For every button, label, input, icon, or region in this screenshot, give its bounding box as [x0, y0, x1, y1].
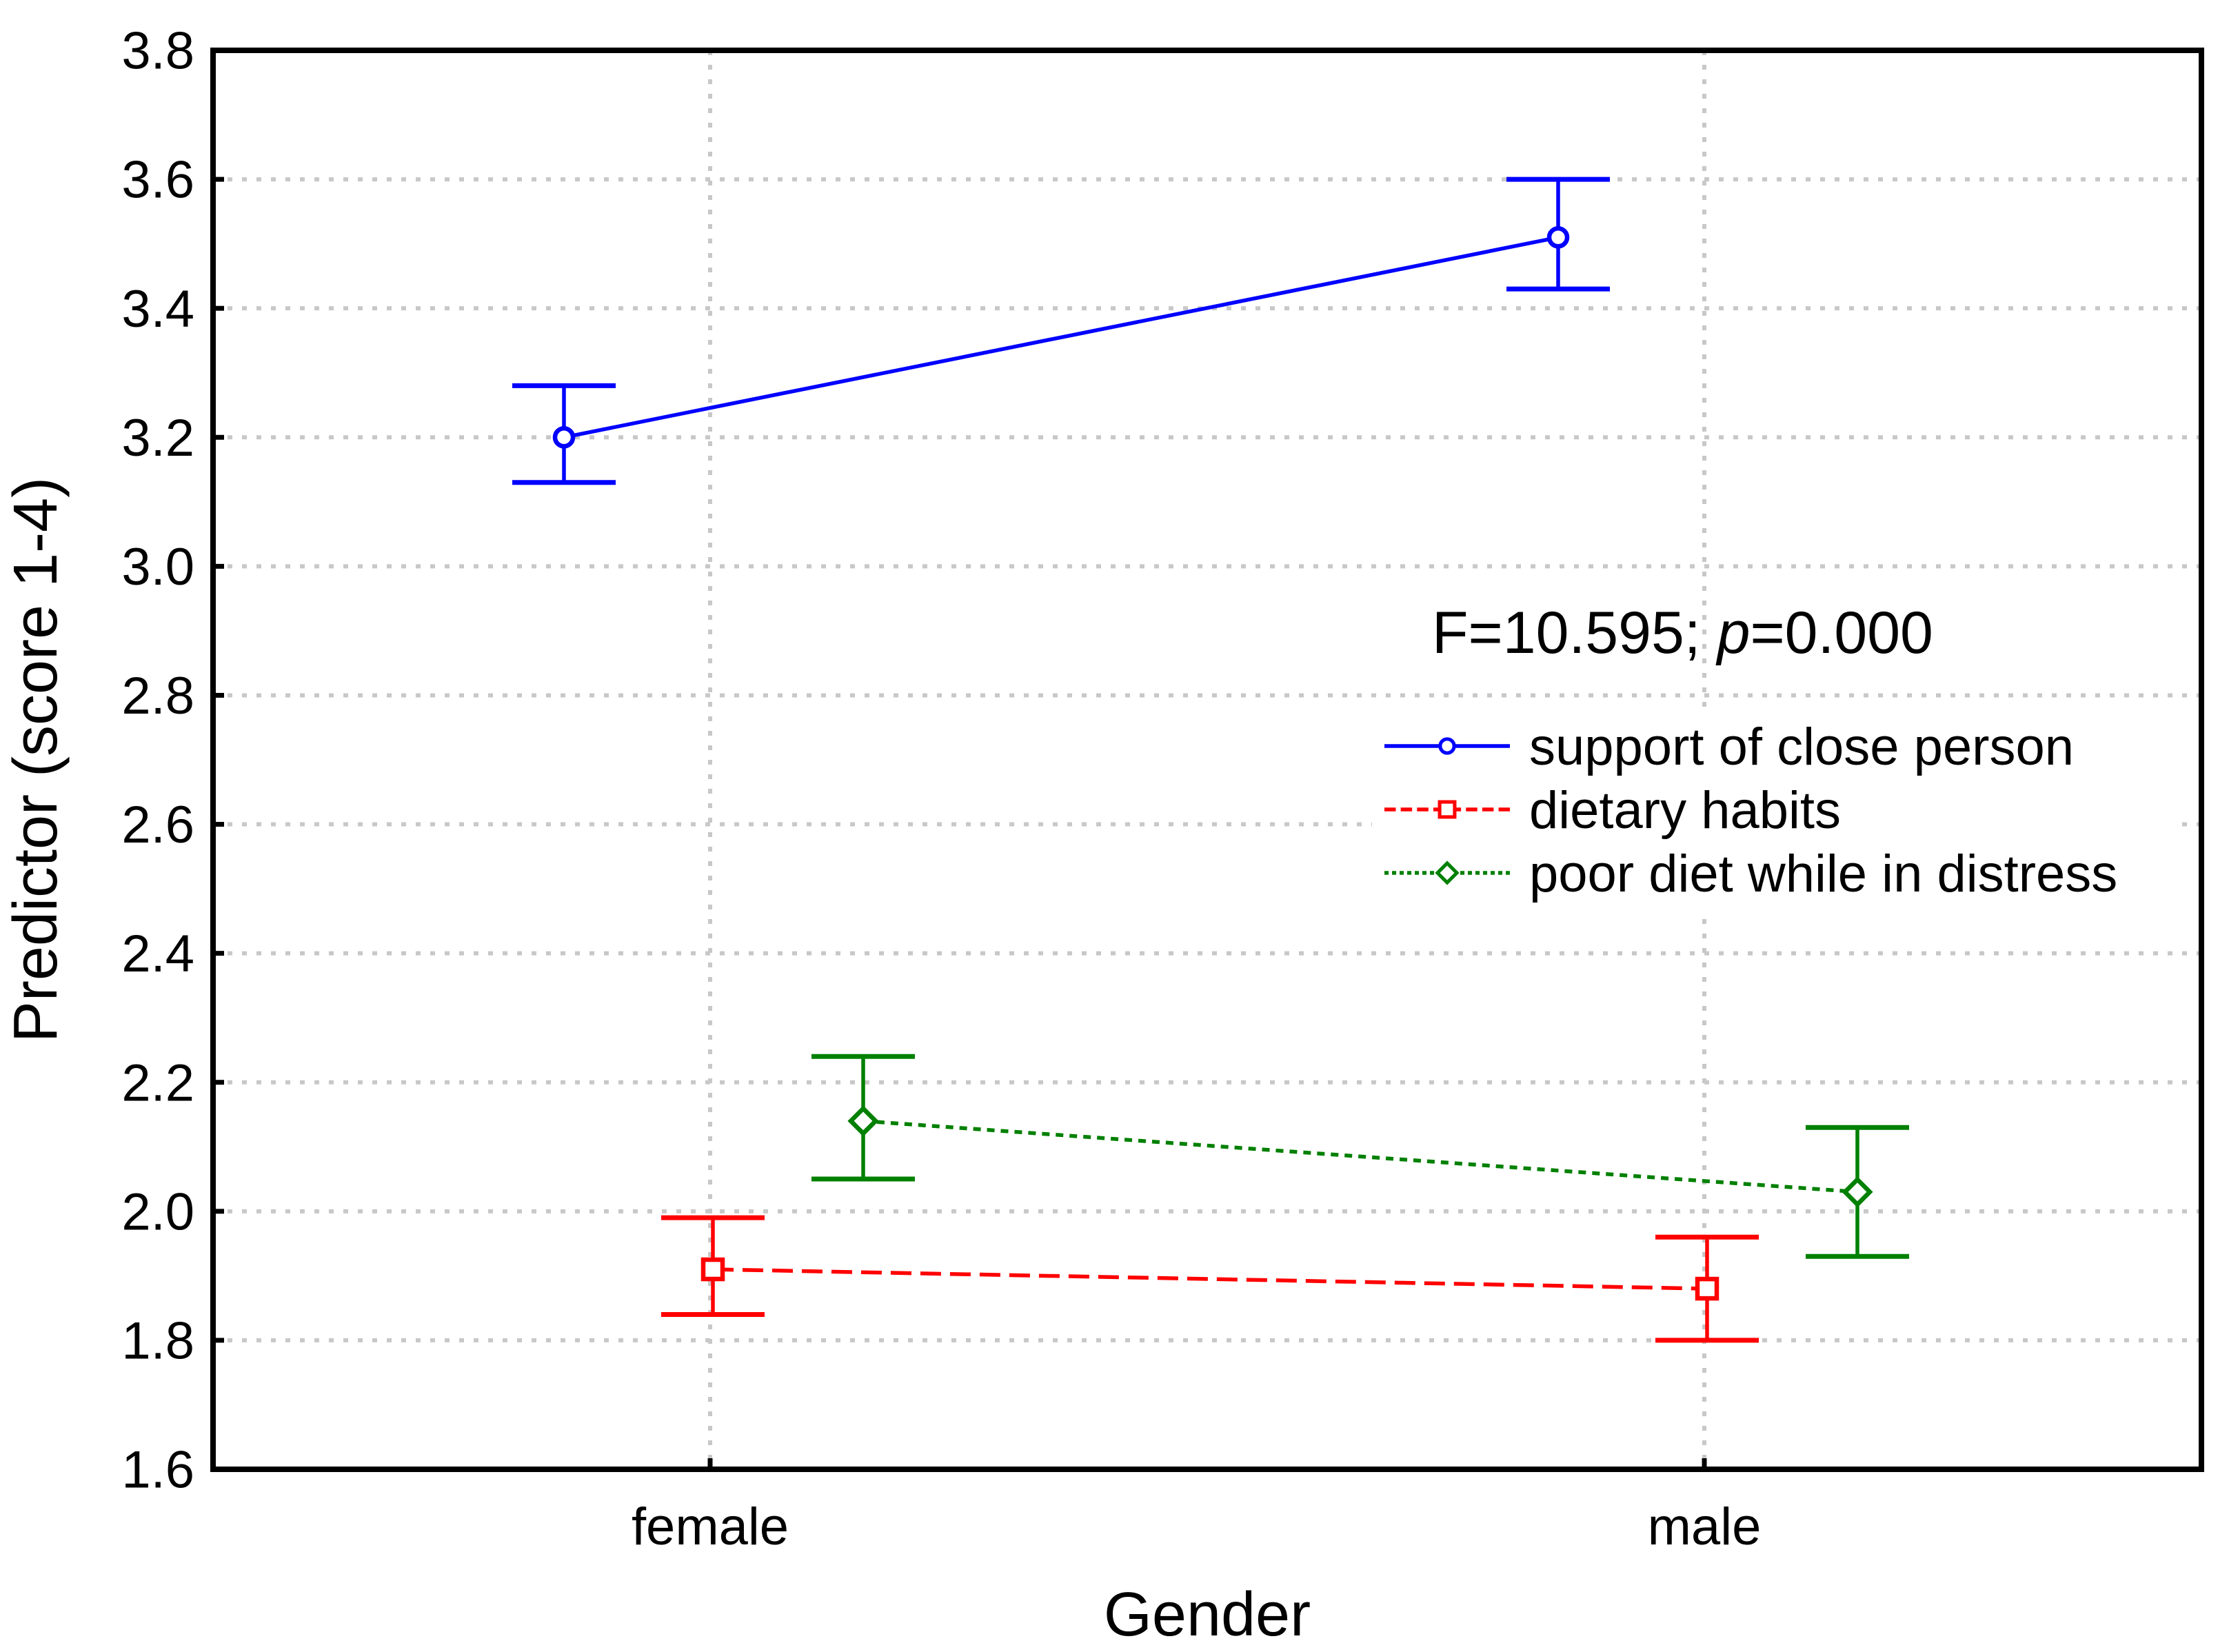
marker-circle — [1438, 737, 1456, 755]
series-line — [712, 1267, 1708, 1291]
y-tick-label: 2.8 — [121, 667, 194, 725]
y-tick-label: 3.6 — [121, 151, 194, 210]
marker-diamond — [1435, 860, 1460, 885]
y-tick-label: 3.4 — [121, 280, 194, 339]
series-diamond — [811, 1054, 1909, 1259]
y-tick-label: 3.8 — [121, 22, 194, 81]
y-tick-label: 1.8 — [121, 1312, 194, 1371]
data-series — [512, 177, 1909, 1343]
legend-label: dietary habits — [1529, 781, 1841, 840]
x-tick-labels: female male — [632, 1498, 1761, 1556]
series-line — [863, 1119, 1858, 1194]
legend-item: support of close person — [1384, 718, 2074, 776]
legend-item: dietary habits — [1384, 781, 1841, 840]
plot-frame — [210, 48, 2204, 1472]
marker-diamond — [847, 1105, 879, 1137]
series-circle — [512, 177, 1610, 485]
y-tick-labels: 1.6 1.8 2.0 2.2 2.4 2.6 2.8 3.0 3.2 3.4 3.6 3.8 — [121, 22, 194, 1500]
marker-circle — [552, 426, 576, 449]
x-tick-label: female — [632, 1498, 789, 1556]
x-axis-title: Gender — [1104, 1580, 1311, 1649]
stat-annotation-p: p — [1715, 600, 1751, 666]
x-tick-label: male — [1648, 1498, 1762, 1556]
legend-label: support of close person — [1529, 718, 2074, 776]
marker-circle — [1546, 226, 1570, 249]
y-tick-label: 2.2 — [121, 1054, 194, 1112]
y-tick-label: 2.0 — [121, 1182, 194, 1241]
series-line — [563, 235, 1559, 439]
marker-square — [1695, 1276, 1719, 1301]
stat-annotation-prefix: F=10.595; — [1432, 600, 1717, 666]
marker-diamond — [1842, 1176, 1873, 1208]
y-tick-label: 1.6 — [121, 1441, 194, 1500]
stat-annotation: F=10.595; p=0.000 — [1432, 600, 1933, 666]
y-tick-label: 2.4 — [121, 925, 194, 983]
y-tick-label: 2.6 — [121, 796, 194, 854]
legend-label: poor diet while in distress — [1529, 845, 2117, 903]
marker-square — [700, 1257, 725, 1282]
legend-item: poor diet while in distress — [1384, 845, 2117, 903]
marker-square — [1438, 800, 1457, 819]
y-tick-label: 3.2 — [121, 409, 194, 467]
y-axis-title: Predictor (score 1-4) — [1, 477, 70, 1042]
series-square — [661, 1215, 1759, 1343]
stat-annotation-suffix: =0.000 — [1750, 600, 1933, 666]
y-tick-label: 3.0 — [121, 538, 194, 596]
